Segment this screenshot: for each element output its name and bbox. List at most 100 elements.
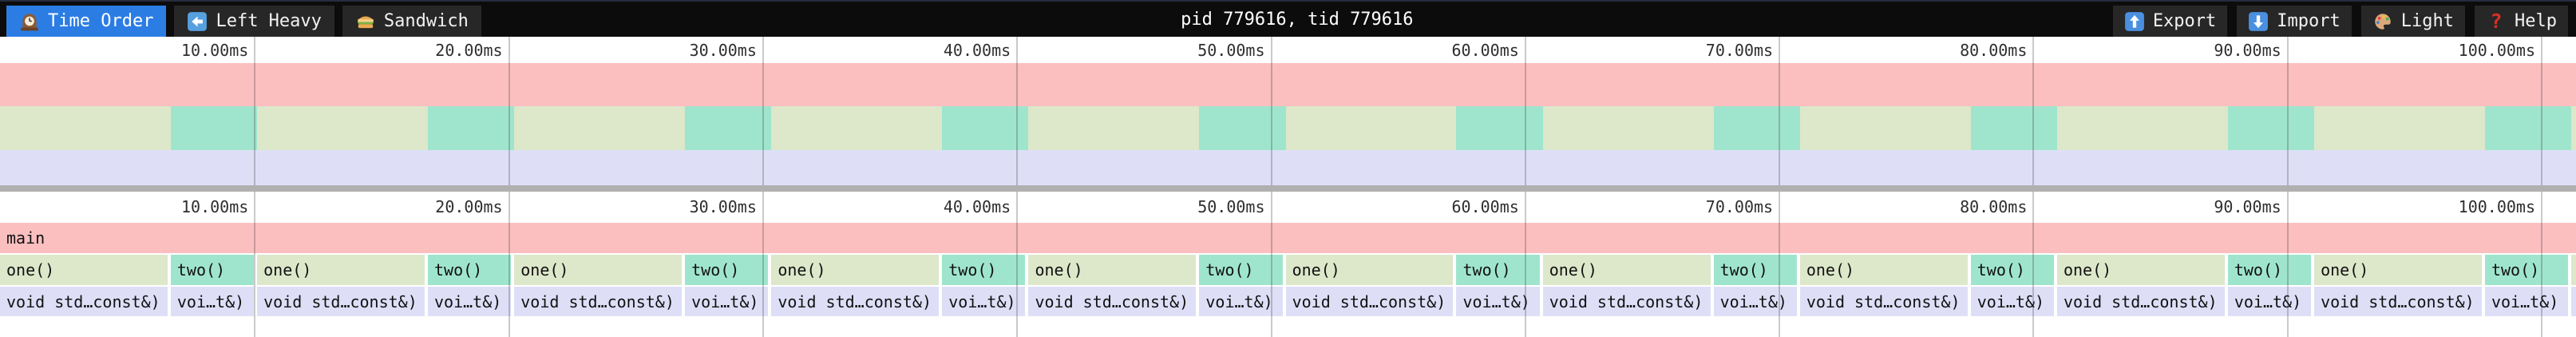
- flame-frame-one[interactable]: one(): [1285, 255, 1454, 285]
- minimap-frame-two: [428, 106, 515, 150]
- flame-frame-two-child[interactable]: voi…t&): [942, 287, 1026, 316]
- minimap[interactable]: 10.00ms 20.00ms 30.00ms 40.00ms 50.00ms 60.00…: [0, 37, 2576, 185]
- flame-frame-one[interactable]: one(): [2314, 255, 2482, 285]
- flame-frame-two-child[interactable]: voi…t&): [428, 287, 512, 316]
- ruler-tick-label: 90.00ms: [2214, 196, 2281, 216]
- flame-frame-two-child[interactable]: voi…t&): [170, 287, 255, 316]
- ruler-tick-label: 20.00ms: [435, 196, 503, 216]
- minimap-time-ruler: 10.00ms 20.00ms 30.00ms 40.00ms 50.00ms 60.00…: [0, 37, 2576, 63]
- flame-frame-one[interactable]: one(): [771, 255, 940, 285]
- sandwich-icon: [355, 11, 376, 32]
- flame-frame-two[interactable]: two(): [2227, 255, 2312, 285]
- minimap-frame-two: [1199, 106, 1286, 150]
- flame-frame-two-child[interactable]: voi…t&): [1970, 287, 2054, 316]
- tab-sandwich-label: Sandwich: [383, 11, 469, 31]
- ruler-tick-label: 70.00ms: [1705, 40, 1774, 60]
- ruler-tick-label: 70.00ms: [1705, 196, 1774, 216]
- ruler-tick-label: 30.00ms: [689, 40, 757, 60]
- ruler-tick-label: 80.00ms: [1960, 196, 2028, 216]
- tab-sandwich[interactable]: Sandwich: [342, 6, 481, 37]
- minimap-frame-one: [771, 106, 943, 150]
- theme-toggle-button[interactable]: Light: [2360, 6, 2466, 37]
- ruler-tick-label: 10.00ms: [181, 40, 249, 60]
- tab-time-order-label: Time Order: [48, 11, 154, 31]
- flame-frame-one[interactable]: one(): [0, 255, 168, 285]
- minimap-frame-one: [1542, 106, 1714, 150]
- ruler-tick-label: 40.00ms: [943, 40, 1011, 60]
- clock-icon: [19, 11, 40, 32]
- ruler-tick-label: 60.00ms: [1451, 196, 1519, 216]
- import-icon: [2248, 11, 2269, 32]
- import-button[interactable]: Import: [2237, 6, 2352, 37]
- flame-frame-two-child[interactable]: voi…t&): [1199, 287, 1283, 316]
- flame-frame-two[interactable]: two(): [1713, 255, 1797, 285]
- minimap-frame-one: [0, 106, 171, 150]
- help-button[interactable]: ? Help: [2475, 6, 2568, 37]
- palette-icon: [2372, 11, 2393, 32]
- flame-frame-one-child[interactable]: void std…const&): [2571, 287, 2576, 316]
- flame-frame-one-child[interactable]: void std…const&): [257, 287, 425, 316]
- flame-frame-one[interactable]: one(): [1028, 255, 1197, 285]
- flame-frame-two[interactable]: two(): [170, 255, 255, 285]
- flame-frame-one-child[interactable]: void std…const&): [1799, 287, 1968, 316]
- help-button-label: Help: [2515, 11, 2557, 31]
- ruler-tick-label: 40.00ms: [943, 196, 1011, 216]
- flame-frame-one-child[interactable]: void std…const&): [0, 287, 168, 316]
- tab-time-order[interactable]: Time Order: [6, 6, 167, 37]
- import-button-label: Import: [2277, 11, 2341, 31]
- minimap-frame-one: [1285, 106, 1457, 150]
- flame-frame-one-child[interactable]: void std…const&): [1285, 287, 1454, 316]
- flame-frame-one[interactable]: one(): [257, 255, 425, 285]
- flame-frame-two-child[interactable]: voi…t&): [2227, 287, 2312, 316]
- minimap-frame-one: [2314, 106, 2485, 150]
- minimap-frame-one: [2571, 106, 2576, 150]
- flame-frame-two-child[interactable]: voi…t&): [1713, 287, 1797, 316]
- minimap-frame-two: [942, 106, 1029, 150]
- minimap-band-depth2: [0, 150, 2576, 185]
- flame-frame-two[interactable]: two(): [2484, 255, 2569, 285]
- flame-frame-one[interactable]: one(): [1799, 255, 1968, 285]
- flamechart[interactable]: 10.00ms 20.00ms 30.00ms 40.00ms 50.00ms 60.00…: [0, 192, 2576, 337]
- flame-frame-one-child[interactable]: void std…const&): [771, 287, 940, 316]
- ruler-tick-label: 100.00ms: [2458, 196, 2535, 216]
- flame-frame-two[interactable]: two(): [1970, 255, 2054, 285]
- flame-frame-one-child[interactable]: void std…const&): [1028, 287, 1197, 316]
- flame-frame-two[interactable]: two(): [685, 255, 769, 285]
- minimap-frame-one: [514, 106, 686, 150]
- toolbar: Time Order Left Heavy: [0, 0, 2576, 37]
- flame-row-depth2: void std…const&) voi…t&) void std…const&) v…: [0, 287, 2576, 316]
- flame-row-depth0: main: [0, 223, 2576, 253]
- flame-frame-one[interactable]: one(): [514, 255, 683, 285]
- left-arrow-icon: [187, 11, 208, 32]
- flame-frame-two-child[interactable]: voi…t&): [685, 287, 769, 316]
- flame-frame-main[interactable]: main: [0, 223, 2576, 253]
- flame-frame-one[interactable]: one(): [2056, 255, 2225, 285]
- flame-frame-two[interactable]: two(): [942, 255, 1026, 285]
- pane-divider: [0, 185, 2576, 192]
- flame-frame-two-child[interactable]: voi…t&): [1456, 287, 1540, 316]
- export-button-label: Export: [2152, 11, 2217, 31]
- ruler-tick-label: 60.00ms: [1451, 40, 1519, 60]
- flame-frame-one[interactable]: one(): [2571, 255, 2576, 285]
- minimap-frame-two: [2484, 106, 2572, 150]
- flame-frame-one-child[interactable]: void std…const&): [1542, 287, 1711, 316]
- minimap-frame-two: [1713, 106, 1800, 150]
- minimap-frame-one: [1028, 106, 1200, 150]
- minimap-frame-one: [2056, 106, 2228, 150]
- flame-frame-two[interactable]: two(): [1456, 255, 1540, 285]
- tab-left-heavy[interactable]: Left Heavy: [174, 6, 334, 37]
- export-button[interactable]: Export: [2112, 6, 2228, 37]
- flame-frame-two-child[interactable]: voi…t&): [2484, 287, 2569, 316]
- flame-frame-two[interactable]: two(): [1199, 255, 1283, 285]
- export-icon: [2124, 11, 2145, 32]
- ruler-tick-label: 50.00ms: [1197, 40, 1265, 60]
- flame-frame-one[interactable]: one(): [1542, 255, 1711, 285]
- ruler-tick-label: 10.00ms: [181, 196, 249, 216]
- flame-frame-one-child[interactable]: void std…const&): [2314, 287, 2482, 316]
- flamechart-time-ruler: 10.00ms 20.00ms 30.00ms 40.00ms 50.00ms 60.00…: [0, 192, 2576, 221]
- ruler-tick-label: 90.00ms: [2214, 40, 2281, 60]
- flame-frame-one-child[interactable]: void std…const&): [2056, 287, 2225, 316]
- flame-frame-two[interactable]: two(): [428, 255, 512, 285]
- flame-frame-one-child[interactable]: void std…const&): [514, 287, 683, 316]
